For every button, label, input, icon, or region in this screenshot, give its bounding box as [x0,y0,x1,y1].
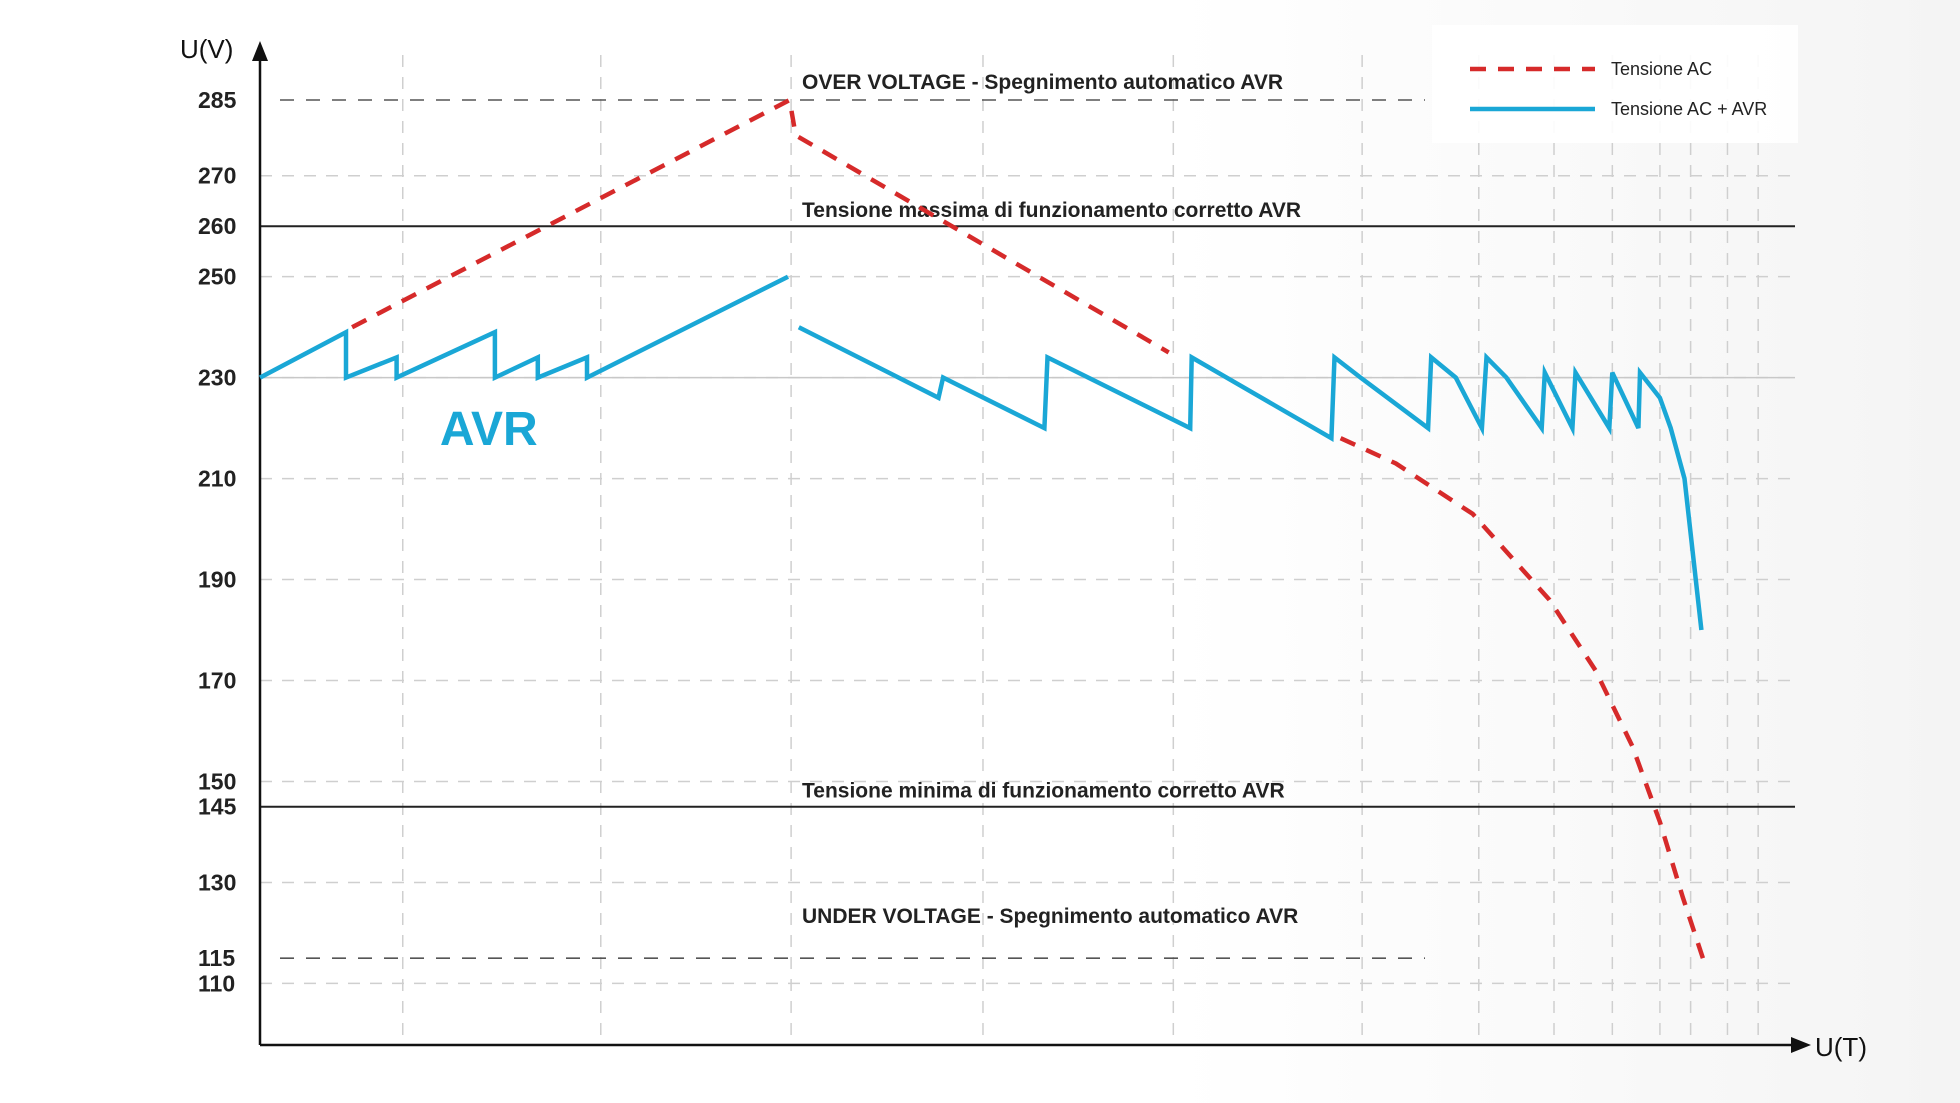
y-tick-label: 145 [198,794,237,820]
y-tick-label: 270 [198,163,236,189]
legend-label: Tensione AC [1611,59,1712,79]
y-tick-label: 110 [198,970,235,996]
reference-line-label: OVER VOLTAGE - Spegnimento automatico AV… [802,71,1283,94]
avr-annotation: AVR [440,403,538,456]
y-tick-label: 210 [198,466,236,492]
y-axis-arrow-icon [252,41,268,61]
legend-label: Tensione AC + AVR [1611,99,1767,119]
x-axis-label: U(T) [1815,1032,1867,1062]
y-tick-label: 250 [198,264,236,290]
reference-line-label: Tensione massima di funzionamento corret… [802,199,1301,222]
series-ac-avr-voltage-line [258,274,790,382]
y-tick-label: 190 [198,567,236,593]
series-ac-voltage-line [1339,436,1706,959]
y-tick-label: 115 [198,945,235,971]
y-tick-label: 260 [198,213,236,239]
y-tick-label: 285 [198,87,237,113]
reference-line-label: UNDER VOLTAGE - Spegnimento automatico A… [802,905,1298,928]
y-tick-label: 150 [198,768,236,794]
y-tick-label: 230 [198,365,236,391]
series-ac-voltage-line [351,96,1170,355]
y-axis-label: U(V) [180,34,233,64]
y-tick-label: 170 [198,668,236,694]
series-ac-avr-voltage-line [797,325,1704,631]
x-axis-arrow-icon [1791,1037,1811,1053]
legend-box [1432,25,1798,143]
reference-line-label: Tensione minima di funzionamento corrett… [802,780,1285,803]
y-tick-label: 130 [198,869,236,895]
